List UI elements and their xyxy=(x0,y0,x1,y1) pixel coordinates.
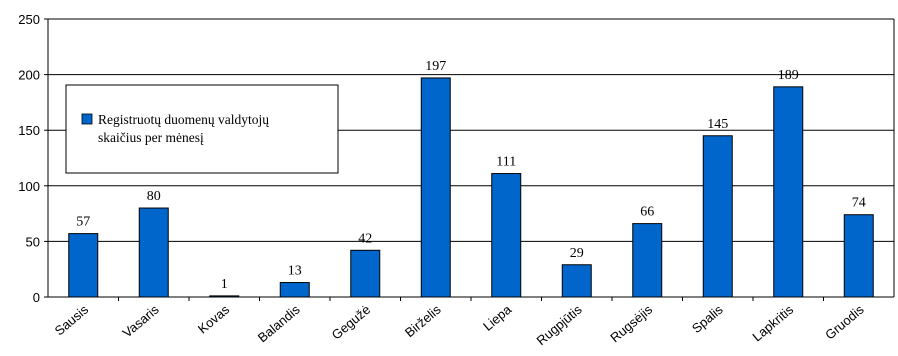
data-label: 189 xyxy=(778,68,799,83)
x-tick-label: Rugpjūtis xyxy=(534,301,586,348)
x-tick-label: Spalis xyxy=(689,301,726,336)
bar xyxy=(420,77,451,298)
y-tick-label: 50 xyxy=(26,234,40,249)
legend-entry-line-1: Registruotų duomenų valdytojų xyxy=(98,112,269,127)
data-label: 80 xyxy=(147,189,161,204)
x-tick-label: Balandis xyxy=(255,301,303,345)
data-label: 1 xyxy=(221,277,228,292)
x-tick-label: Liepa xyxy=(480,301,515,333)
bar xyxy=(702,135,733,298)
data-label: 74 xyxy=(852,196,866,211)
bar xyxy=(138,207,169,298)
y-tick-label: 200 xyxy=(18,68,40,83)
data-label: 111 xyxy=(496,155,516,170)
x-tick-label: Gruodis xyxy=(822,301,867,342)
data-label: 145 xyxy=(707,117,728,132)
y-tick-label: 100 xyxy=(18,179,40,194)
legend-entry-line-2: skaičius per mėnesį xyxy=(98,130,204,145)
y-ticks: 0 50 100 150 200 250 xyxy=(18,12,48,305)
data-labels: 57 80 1 13 42 197 111 29 66 145 189 74 xyxy=(76,59,866,292)
bar xyxy=(561,264,592,298)
bar xyxy=(491,173,522,298)
data-label: 57 xyxy=(76,215,90,230)
x-tick-label: Kovas xyxy=(195,301,233,336)
y-tick-label: 250 xyxy=(18,12,40,27)
y-tick-label: 150 xyxy=(18,123,40,138)
x-tick-label: Vasaris xyxy=(120,301,162,340)
data-label: 13 xyxy=(288,264,302,279)
bar xyxy=(843,214,874,298)
x-ticks: Sausis Vasaris Kovas Balandis Gegužė Birželis… xyxy=(52,297,867,348)
bar xyxy=(68,233,99,298)
x-tick-label: Lapkritis xyxy=(749,301,796,344)
bar xyxy=(350,249,381,298)
data-label: 42 xyxy=(358,231,372,246)
data-label: 29 xyxy=(570,246,584,261)
x-tick-label: Sausis xyxy=(52,301,92,338)
bars xyxy=(68,77,874,298)
x-tick-label: Rugsėjis xyxy=(607,301,655,345)
bar xyxy=(773,86,804,298)
bar xyxy=(279,282,310,298)
x-tick-label: Gegužė xyxy=(329,302,374,343)
data-label: 197 xyxy=(425,59,446,74)
legend: Registruotų duomenų valdytojų skaičius p… xyxy=(65,84,339,174)
y-tick-label: 0 xyxy=(33,290,40,305)
x-tick-label: Birželis xyxy=(402,301,444,340)
legend-box xyxy=(65,84,339,174)
data-label: 66 xyxy=(640,205,654,220)
legend-swatch xyxy=(81,113,93,125)
bar xyxy=(632,223,663,298)
